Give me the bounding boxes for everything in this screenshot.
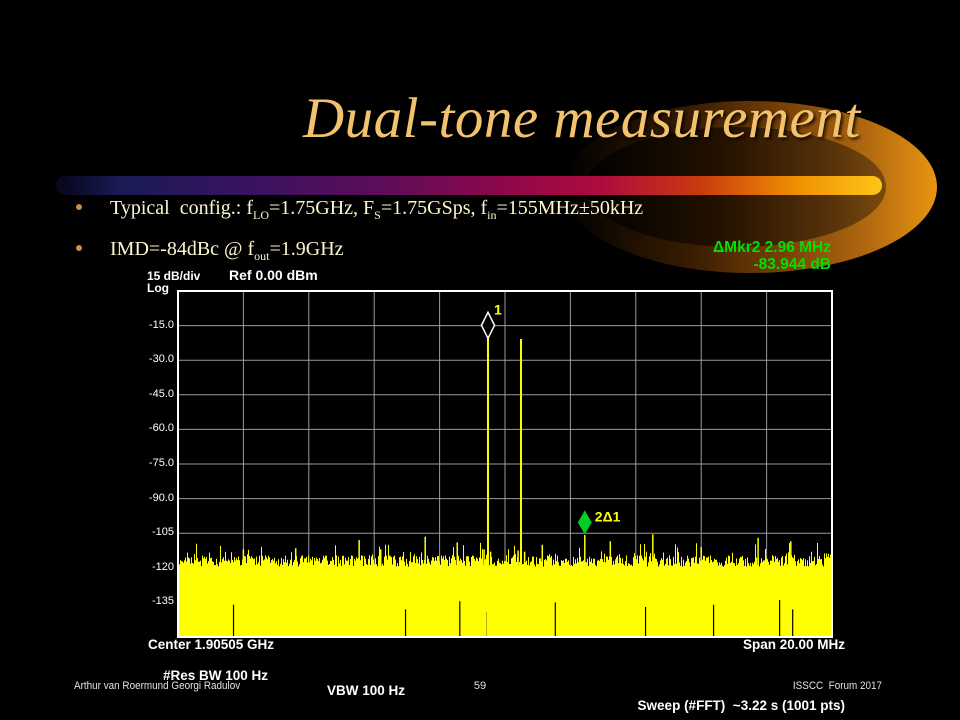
reference-level-label: Ref 0.00 dBm (229, 267, 318, 283)
delta-marker-diamond-icon (577, 510, 592, 535)
bullet-text: Typical config.: fLO=1.75GHz, FS=1.75GSp… (110, 197, 644, 222)
marker-1-label: 1 (494, 301, 502, 317)
bullet-item-2: IMD=-84dBc @ fout=1.9GHz (72, 236, 643, 262)
swoosh-decoration (56, 101, 937, 273)
bandwidth-annotation-row: #Res BW 100 Hz VBW 100 Hz Sweep (#FFT) ~… (148, 653, 845, 713)
log-scale-label: Log (147, 281, 169, 295)
y-tick-label: -105 (151, 526, 174, 539)
bullet-text: IMD=-84dBc @ fout=1.9GHz (110, 238, 344, 263)
y-tick-label: -90.0 (148, 491, 174, 504)
delta-marker-label: 2Δ1 (595, 508, 621, 524)
footer-authors: Arthur van Roermund Georgi Radulov (74, 680, 241, 692)
y-tick-label: -135 (151, 595, 174, 608)
delta-marker-level: -83.944 dB (753, 255, 831, 273)
slide-footer: Arthur van Roermund Georgi Radulov 59 IS… (0, 680, 960, 698)
res-bw-label: #Res BW 100 Hz (163, 668, 269, 683)
spectrum-plot: 1 2Δ1 (177, 290, 833, 638)
y-tick-label: -15.0 (148, 318, 174, 331)
y-tick-label: -30.0 (148, 353, 174, 366)
span-label: Span 20.00 MHz (742, 637, 845, 652)
bullet-dot (76, 204, 82, 210)
bullet-list: Typical config.: fLO=1.75GHz, FS=1.75GSp… (72, 195, 643, 277)
y-tick-label: -45.0 (148, 387, 174, 400)
y-tick-label: -75.0 (148, 457, 174, 469)
footer-page-number: 59 (473, 680, 487, 692)
slide-title: Dual-tone measurement (303, 87, 861, 150)
y-tick-label: -120 (151, 560, 174, 573)
center-frequency-label: Center 1.90505 GHz (148, 637, 275, 652)
bullet-dot (76, 245, 82, 251)
sweep-label: Sweep (#FFT) ~3.22 s (1001 pts) (637, 698, 845, 713)
frequency-annotation-row: Center 1.90505 GHz Span 20.00 MHz (148, 637, 845, 652)
vbw-label: VBW 100 Hz (327, 683, 406, 698)
bullet-item-1: Typical config.: fLO=1.75GHz, FS=1.75GSp… (72, 195, 643, 221)
delta-marker-readout: ΔMkr2 2.96 MHz -83.944 dB (713, 239, 831, 273)
footer-conference: ISSCC Forum 2017 (792, 680, 882, 692)
delta-marker-frequency: ΔMkr2 2.96 MHz (713, 239, 831, 256)
y-tick-label: -60.0 (148, 422, 174, 435)
swoosh-bar (56, 176, 882, 195)
amplitude-scale-label: 15 dB/div (147, 269, 201, 283)
marker-1-diamond-icon (480, 310, 496, 340)
